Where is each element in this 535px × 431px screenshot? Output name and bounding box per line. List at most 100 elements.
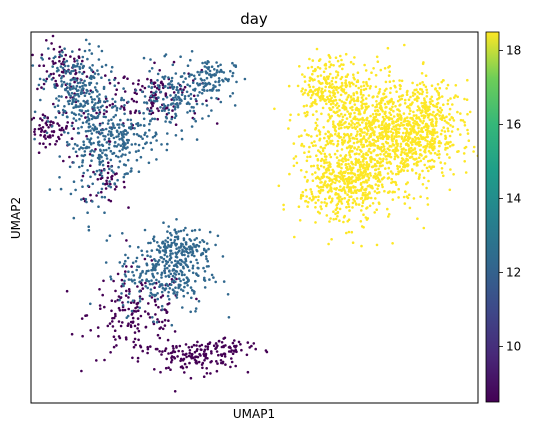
scatter-point [205, 257, 208, 261]
scatter-point [327, 113, 331, 116]
scatter-point [289, 113, 292, 117]
scatter-point [378, 157, 382, 160]
scatter-point [352, 62, 355, 66]
scatter-point [369, 196, 373, 200]
scatter-point [454, 84, 458, 87]
scatter-point [205, 367, 208, 370]
scatter-point [80, 154, 84, 157]
scatter-point [187, 94, 190, 98]
scatter-point [173, 272, 176, 275]
scatter-point [173, 264, 176, 267]
scatter-point [48, 142, 52, 146]
scatter-point [128, 290, 131, 293]
scatter-point [317, 149, 320, 152]
scatter-point [66, 121, 69, 124]
scatter-point [91, 200, 94, 203]
scatter-point [161, 320, 164, 324]
scatter-point [189, 286, 193, 289]
scatter-point [150, 148, 153, 151]
scatter-point [105, 179, 108, 183]
scatter-point [387, 215, 390, 218]
scatter-point [416, 83, 419, 87]
scatter-point [92, 76, 96, 80]
scatter-point [56, 104, 60, 107]
scatter-point [316, 158, 320, 161]
scatter-point [47, 47, 50, 50]
scatter-point [153, 286, 156, 290]
scatter-point [331, 76, 335, 80]
scatter-point [376, 137, 380, 140]
scatter-point [123, 129, 127, 132]
scatter-point [328, 161, 331, 164]
scatter-point [176, 355, 179, 358]
scatter-point [388, 148, 391, 152]
scatter-point [160, 304, 164, 308]
scatter-point [421, 90, 425, 94]
scatter-point [66, 69, 70, 73]
scatter-point [346, 96, 350, 99]
scatter-point [111, 122, 115, 125]
scatter-point [126, 172, 129, 175]
scatter-point [180, 93, 184, 96]
scatter-point [152, 275, 156, 279]
scatter-point [431, 139, 434, 142]
scatter-point [109, 149, 113, 153]
scatter-point [210, 360, 213, 363]
scatter-point [310, 164, 313, 168]
scatter-point [437, 96, 441, 100]
scatter-point [438, 86, 442, 90]
scatter-point [28, 130, 31, 133]
scatter-point [416, 90, 420, 94]
scatter-point [405, 152, 409, 155]
scatter-point [183, 246, 186, 250]
scatter-point [369, 159, 373, 162]
scatter-point [394, 149, 398, 153]
scatter-point [36, 87, 39, 91]
scatter-point [365, 161, 369, 164]
scatter-point [374, 73, 378, 77]
scatter-point [140, 278, 144, 282]
scatter-point [330, 134, 334, 137]
scatter-point [153, 368, 156, 371]
scatter-point [101, 104, 104, 108]
scatter-point [127, 278, 131, 281]
scatter-point [207, 66, 211, 69]
scatter-point [398, 104, 401, 107]
scatter-point [190, 105, 194, 109]
scatter-point [425, 166, 429, 170]
scatter-point [304, 199, 307, 203]
scatter-point [129, 111, 132, 115]
scatter-point [373, 211, 377, 214]
scatter-point [231, 352, 235, 356]
scatter-point [328, 60, 331, 64]
scatter-point [311, 113, 315, 116]
scatter-point [78, 117, 81, 121]
scatter-point [80, 369, 83, 373]
scatter-point [97, 205, 100, 208]
scatter-point [55, 97, 58, 100]
scatter-point [427, 169, 430, 173]
scatter-point [252, 342, 256, 345]
scatter-point [190, 352, 193, 356]
scatter-point [81, 185, 84, 188]
scatter-point [353, 179, 357, 183]
scatter-point [210, 350, 213, 353]
scatter-point [435, 131, 439, 134]
scatter-point [191, 266, 195, 270]
scatter-point [330, 108, 333, 111]
scatter-point [379, 148, 383, 151]
scatter-point [208, 73, 211, 76]
scatter-point [309, 105, 312, 108]
scatter-point [351, 121, 354, 125]
scatter-point [333, 187, 336, 190]
scatter-point [63, 105, 66, 108]
scatter-point [159, 296, 163, 299]
scatter-point [45, 123, 49, 127]
scatter-point [319, 74, 323, 77]
scatter-point [314, 144, 317, 147]
scatter-point [165, 106, 169, 109]
scatter-point [377, 167, 380, 171]
scatter-point [104, 187, 108, 190]
scatter-point [329, 102, 333, 106]
scatter-point [423, 99, 426, 102]
